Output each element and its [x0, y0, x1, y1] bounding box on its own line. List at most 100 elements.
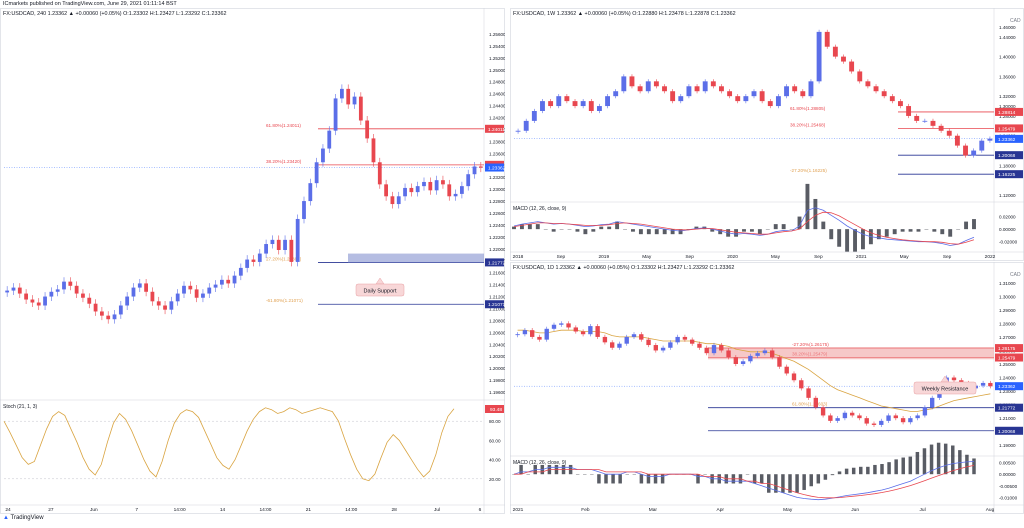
candle-body: [74, 285, 79, 294]
candle-body: [175, 293, 180, 302]
fib-label: -27.20%(1.16225): [790, 168, 827, 173]
level-price-tag: [995, 403, 1023, 412]
candle-body: [358, 96, 363, 121]
candle-body: [777, 357, 782, 367]
candle-body: [835, 418, 840, 421]
macd-histogram-bar: [880, 464, 884, 475]
weekly-chart[interactable]: FX:USDCAD, 1W 1.23362 ▲ +0.00060 (+0.05%…: [510, 8, 1024, 261]
fib-label: 38.20%(1.23420): [266, 159, 302, 164]
candle-body: [613, 91, 619, 97]
macd-histogram-bar: [894, 459, 898, 475]
candle-body: [87, 297, 92, 304]
macd-histogram-bar: [638, 229, 643, 235]
candle-body: [327, 130, 332, 149]
candle-body: [556, 96, 562, 107]
macd-tick-label: -0.01000: [999, 495, 1018, 500]
candle-body: [93, 303, 98, 312]
highlight-zone: [348, 253, 484, 263]
macd-histogram-bar: [662, 229, 667, 235]
daily-chart[interactable]: FX:USDCAD, 1D 1.23362 ▲ +0.00060 (+0.05%…: [510, 262, 1024, 514]
candle-body: [572, 101, 578, 107]
level-price-tag: [485, 258, 504, 267]
macd-histogram-bar: [823, 474, 828, 480]
macd-histogram-bar: [853, 229, 857, 252]
macd-histogram-bar: [951, 445, 955, 475]
candle-body: [118, 305, 123, 315]
candle-body: [987, 138, 993, 141]
x-tick-label: 21: [306, 507, 312, 513]
candle-body: [660, 347, 666, 351]
candle-body: [813, 397, 818, 408]
level-price-tag: [995, 134, 1023, 143]
macd-histogram-bar: [718, 229, 723, 235]
level-price-tag: [995, 344, 1023, 353]
candle-body: [150, 291, 155, 302]
macd-histogram-bar: [809, 474, 813, 487]
level-price-tag: [485, 300, 504, 309]
candle-body: [194, 289, 199, 298]
macd-histogram-bar: [654, 229, 659, 235]
level-price-label: 1.26175: [998, 346, 1016, 352]
macd-histogram-bar: [873, 464, 877, 475]
candle-body: [686, 86, 692, 97]
candle-body: [333, 98, 338, 131]
macd-histogram-bar: [611, 474, 615, 484]
x-tick-label: Feb: [581, 507, 590, 513]
x-tick-label: Jun: [90, 507, 98, 513]
candle-body: [226, 279, 231, 284]
candle-body: [588, 101, 594, 111]
macd-histogram-bar: [887, 462, 891, 475]
macd-histogram-bar: [759, 474, 764, 484]
y-tick-label: 1.30000: [999, 104, 1016, 109]
level-price-label: 1.23362: [488, 166, 505, 172]
y-tick-label: 1.25600: [489, 32, 505, 37]
currency-label: CAD: [1010, 18, 1021, 24]
candle-body: [564, 96, 570, 102]
fib-label: 27.20%(1.21887): [266, 256, 302, 261]
macd-histogram-bar: [646, 474, 651, 484]
level-price-tag: [995, 382, 1023, 391]
macd-histogram-bar: [551, 229, 556, 232]
y-tick-label: 1.40000: [999, 55, 1016, 60]
candle-body: [346, 88, 351, 105]
candle-body: [515, 130, 521, 132]
macd-histogram-bar: [797, 216, 802, 230]
left-4h-chart[interactable]: FX:USDCAD, 240 1.23362 ▲ +0.00060 (+0.05…: [0, 8, 505, 514]
stoch-value-label: 93.48: [490, 407, 502, 413]
candle-body: [938, 125, 944, 131]
y-tick-label: 1.24000: [999, 376, 1016, 381]
candle-body: [548, 101, 554, 107]
x-tick-label: 2020: [727, 254, 738, 260]
macd-histogram-bar: [900, 229, 905, 232]
level-price-label: 1.20068: [998, 153, 1016, 159]
candle-body: [971, 150, 977, 156]
candle-body: [710, 81, 716, 87]
macd-histogram-bar: [802, 474, 806, 490]
macd-histogram-bar: [742, 229, 746, 232]
macd-histogram-bar: [527, 224, 532, 230]
y-tick-label: 1.20400: [489, 342, 505, 347]
candle-body: [384, 184, 388, 197]
macd-tick-label: -0.00500: [999, 484, 1018, 489]
candle-body: [453, 193, 458, 197]
candle-body: [653, 345, 658, 351]
macd-histogram-bar: [929, 444, 934, 475]
y-tick-label: 1.22200: [489, 235, 505, 240]
macd-histogram-bar: [597, 474, 601, 484]
candle-body: [639, 334, 644, 340]
candle-body: [900, 418, 906, 423]
candle-body: [735, 96, 741, 102]
fib-label: 61.80%(1.21603): [792, 402, 828, 407]
macd-histogram-bar: [884, 229, 889, 237]
macd-histogram-bar: [940, 229, 945, 235]
indicator-label: MACD (12, 26, close, 9): [513, 460, 567, 466]
candle-body: [898, 101, 903, 107]
macd-histogram-bar: [876, 229, 881, 240]
candle-body: [321, 148, 325, 163]
y-tick-label: 1.22000: [489, 247, 505, 252]
macd-histogram-bar: [915, 451, 920, 475]
candle-body: [531, 111, 537, 121]
y-tick-label: 1.23800: [489, 139, 505, 144]
candle-body: [767, 101, 773, 107]
fib-label: 61.80%(1.28805): [790, 106, 826, 111]
